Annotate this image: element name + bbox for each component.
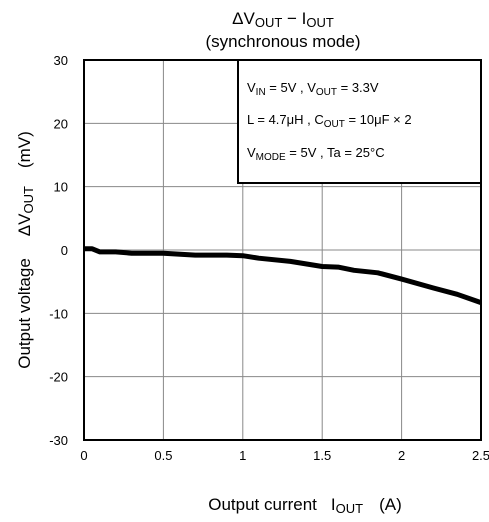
x-tick-label: 1 [239, 448, 246, 463]
x-axis-unit: (A) [379, 495, 402, 514]
chart-subtitle: (synchronous mode) [206, 32, 361, 51]
x-tick-label: 2.5 [472, 448, 489, 463]
condition-line-3: VMODE = 5V , Ta = 25°C [247, 145, 385, 163]
y-axis-label: Output voltage ΔVOUT (mV) [15, 131, 36, 369]
y-tick-label: -30 [49, 433, 68, 448]
condition-line-2: L = 4.7μH , COUT = 10μF × 2 [247, 112, 412, 130]
x-tick-label: 0 [80, 448, 87, 463]
series-group [84, 246, 482, 305]
title-iout-sub: OUT [306, 15, 334, 30]
condition-line-1: VIN = 5V , VOUT = 3.3V [247, 80, 379, 98]
tick-labels: 0 0.5 1 1.5 2 2.5 30 20 10 0 -10 -20 -30 [49, 53, 489, 463]
y-tick-label: 20 [54, 116, 68, 131]
y-axis-symbol: ΔV [15, 213, 34, 236]
title-dv: ΔV [232, 9, 255, 28]
y-tick-label: 30 [54, 53, 68, 68]
y-axis-symbol-sub: OUT [21, 186, 36, 214]
y-tick-label: 10 [54, 180, 68, 195]
y-axis-unit: (mV) [15, 131, 34, 168]
y-tick-label: -10 [49, 306, 68, 321]
y-tick-label: 0 [61, 243, 68, 258]
x-tick-label: 1.5 [313, 448, 331, 463]
x-axis-symbol-sub: OUT [336, 501, 364, 516]
conditions-box [237, 59, 482, 184]
series-line [84, 246, 482, 305]
x-tick-label: 2 [398, 448, 405, 463]
y-axis-title: Output voltage [15, 258, 34, 369]
x-tick-label: 0.5 [154, 448, 172, 463]
title-dash: − I [282, 9, 306, 28]
x-axis-symbol: I [331, 495, 336, 514]
y-tick-label: -20 [49, 370, 68, 385]
chart-title: ΔVOUT − IOUT [232, 9, 334, 30]
x-axis-title: Output current [208, 495, 317, 514]
title-dv-sub: OUT [255, 15, 283, 30]
x-axis-label: Output current IOUT (A) [208, 495, 402, 516]
